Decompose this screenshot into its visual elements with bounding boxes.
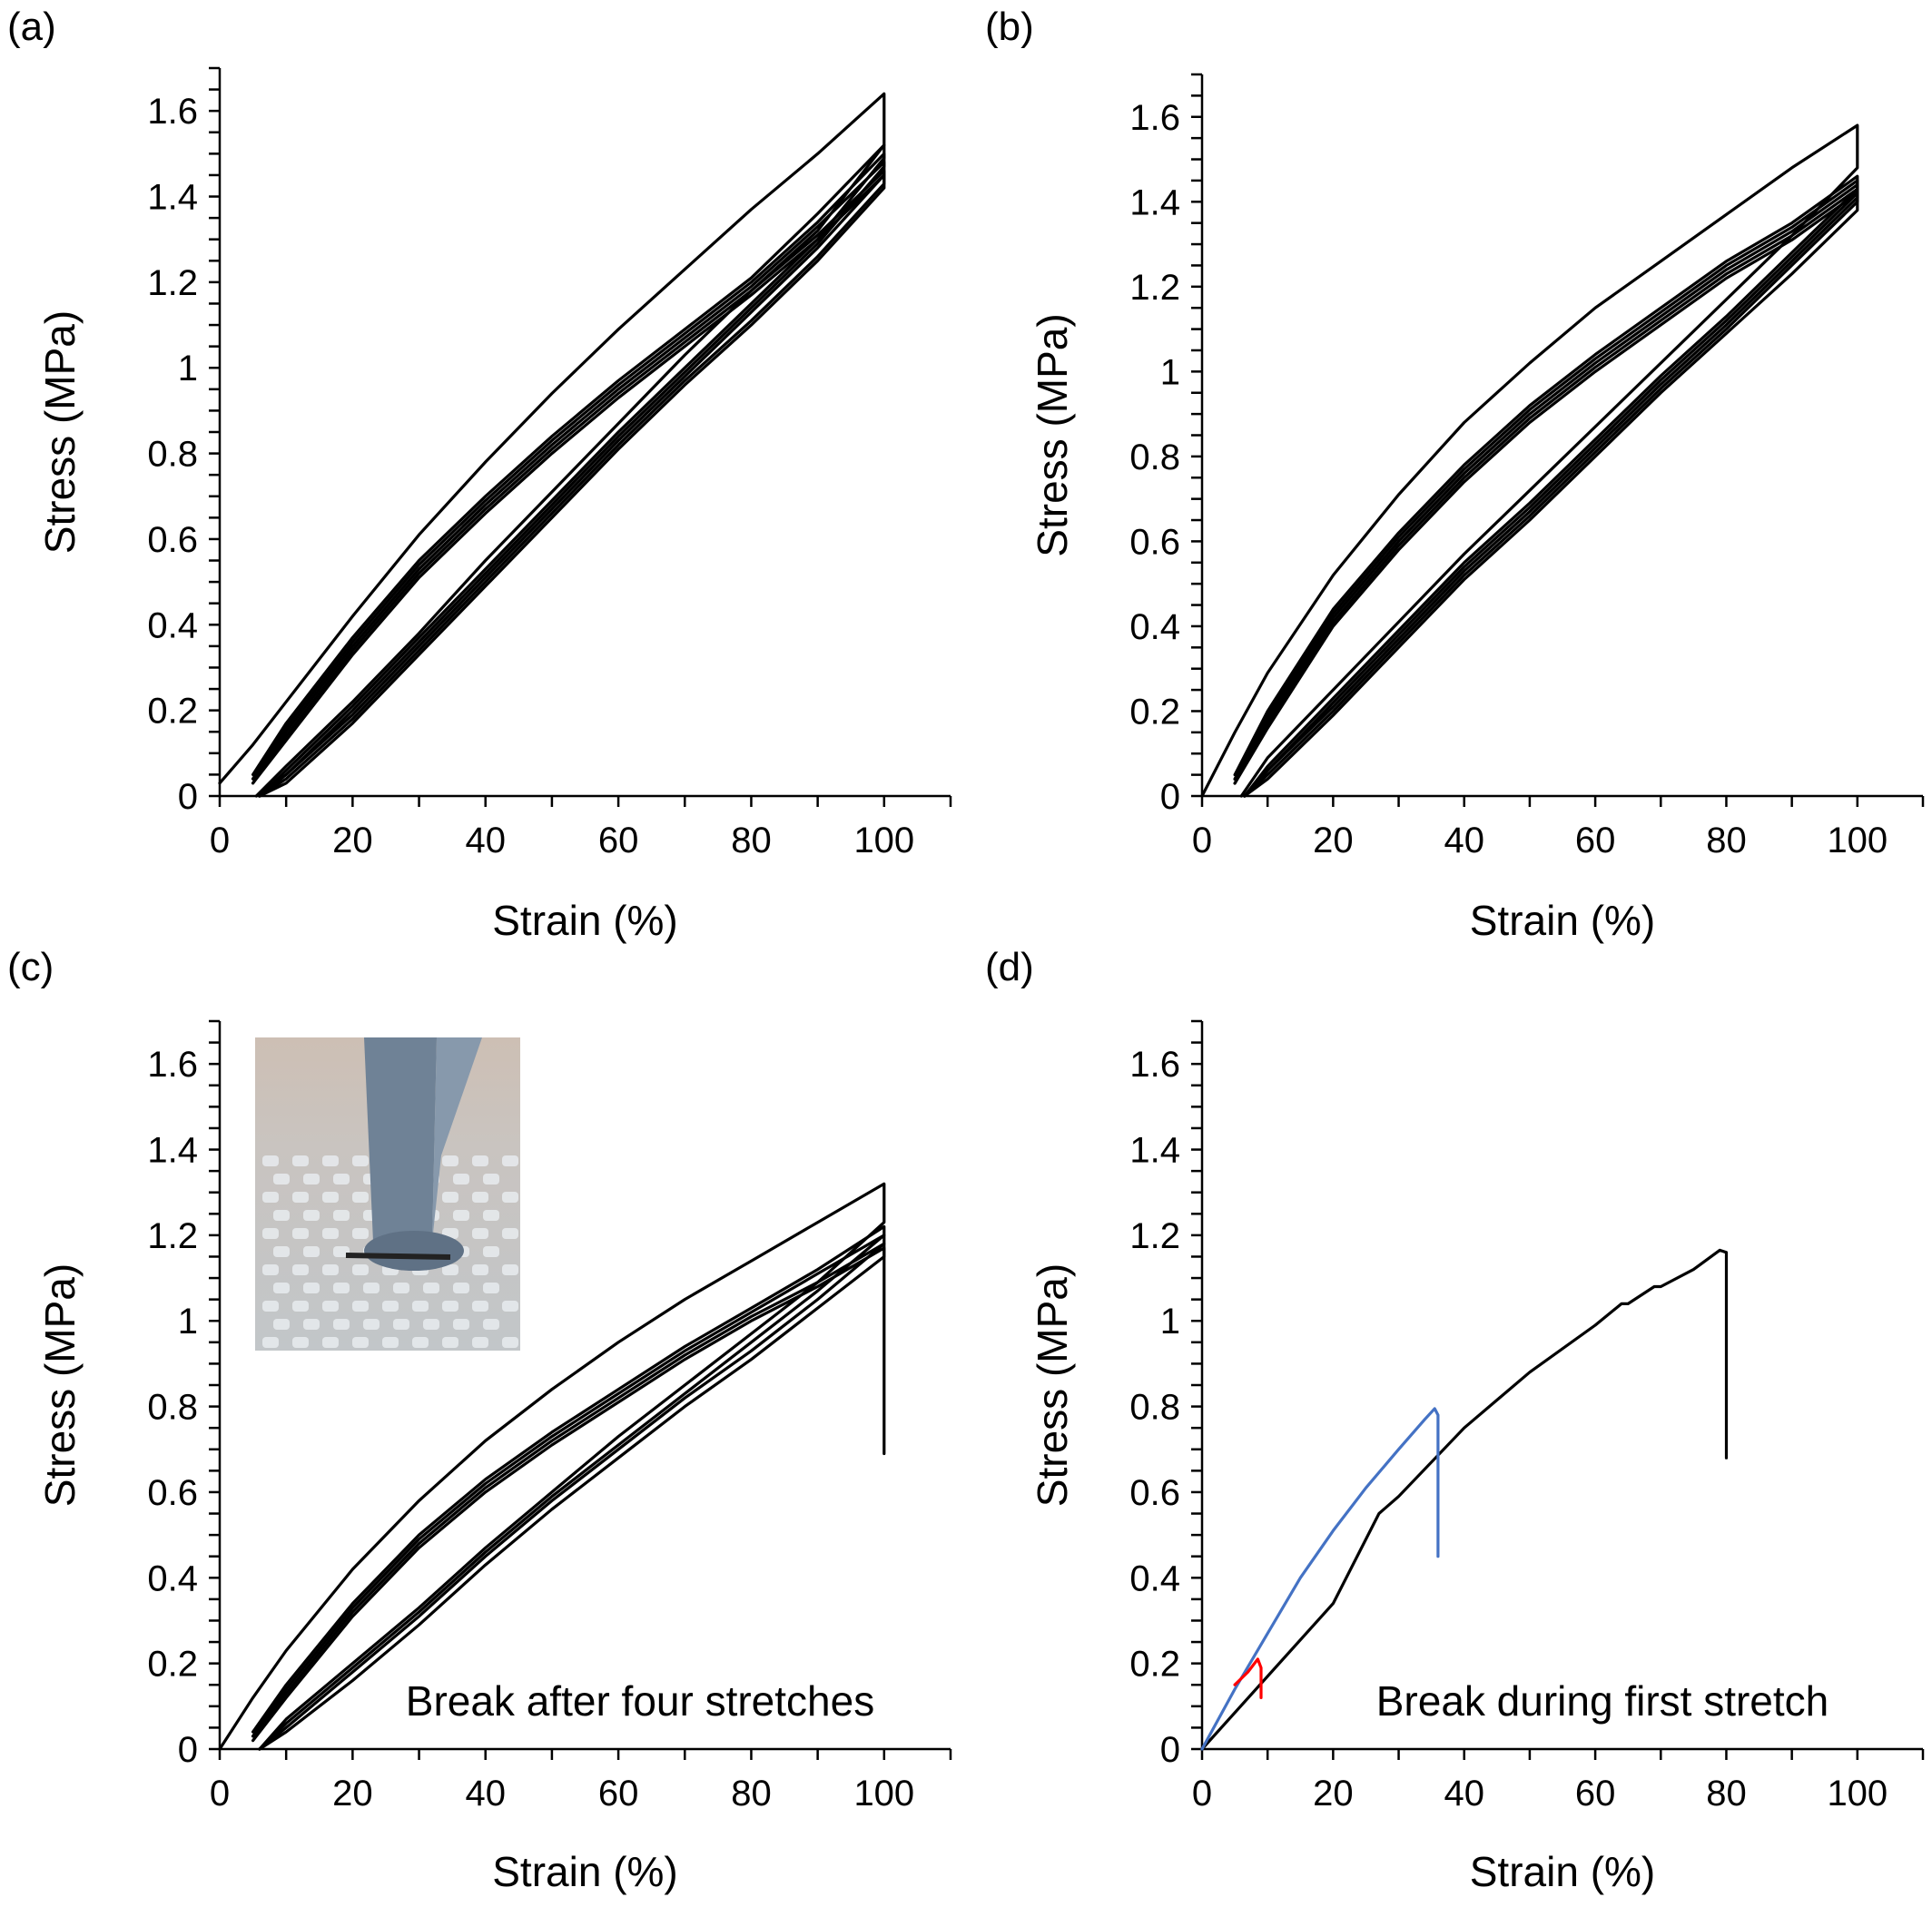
series-line-2 [1200, 1407, 1440, 1751]
series-line-6 [1233, 192, 1859, 798]
inset-photo [255, 1037, 520, 1351]
y-tick-label: 0.6 [1129, 1473, 1180, 1513]
series-line-1 [218, 92, 886, 798]
y-tick-label: 1.6 [147, 1045, 198, 1085]
y-tick-label: 0.8 [1129, 1388, 1180, 1428]
series-line-1 [218, 1182, 886, 1751]
y-tick-label: 0.2 [147, 692, 198, 732]
series-line-5 [251, 1246, 886, 1743]
y-tick-label: 1.2 [1129, 268, 1180, 308]
x-tick-label: 20 [332, 1774, 373, 1814]
y-tick-label: 1.2 [1129, 1216, 1180, 1256]
y-tick-label: 1.6 [1129, 1045, 1180, 1085]
panel-label: (a) [7, 5, 56, 49]
y-axis-title: Stress (MPa) [1029, 1263, 1076, 1507]
x-tick-label: 80 [731, 821, 772, 860]
chart-panel-d: (d) 0 0.2 0.4 0.6 0.8 1 1.2 1.4 1.6 0 20 40 60 80 100 St… [985, 945, 1925, 1895]
y-axis-title: Stress (MPa) [36, 310, 84, 554]
x-tick-label: 40 [465, 1774, 506, 1814]
chart-panel-a: (a) 0 0.2 0.4 0.6 0.8 1 1.2 1.4 1.6 0 20 40 60 80 100 St… [7, 5, 952, 944]
series-line-2 [251, 143, 886, 798]
panel-label: (c) [7, 945, 54, 989]
y-tick-label: 0 [178, 1730, 198, 1770]
series-line-3 [251, 1234, 886, 1751]
y-tick-label: 1.6 [147, 92, 198, 132]
annotation-text: Break after four stretches [406, 1677, 874, 1725]
x-axis-title: Strain (%) [1470, 897, 1655, 944]
x-tick-label: 20 [332, 821, 373, 860]
y-axis-title: Stress (MPa) [1029, 313, 1076, 556]
y-tick-label: 0.8 [147, 1388, 198, 1428]
y-tick-label: 1 [178, 349, 198, 388]
x-axis-title: Strain (%) [1470, 1848, 1655, 1895]
series-line-2 [251, 1224, 886, 1751]
x-axis-title: Strain (%) [492, 897, 677, 944]
y-tick-label: 0.8 [1129, 437, 1180, 477]
x-tick-label: 100 [853, 821, 914, 860]
series-line-6 [251, 173, 886, 798]
series-line-2 [1233, 174, 1859, 798]
y-tick-label: 0.4 [147, 1558, 198, 1598]
panel-label: (d) [985, 945, 1034, 989]
series-line-1 [1200, 123, 1859, 798]
series-line-3 [1233, 1657, 1263, 1699]
y-tick-label: 0 [1160, 777, 1180, 817]
x-tick-label: 0 [210, 821, 230, 860]
y-tick-label: 0.2 [1129, 692, 1180, 732]
y-tick-label: 0.6 [147, 1473, 198, 1513]
series-line-4 [251, 161, 886, 798]
y-tick-label: 0.4 [1129, 607, 1180, 647]
y-tick-label: 0.2 [1129, 1645, 1180, 1685]
x-tick-label: 20 [1313, 1774, 1354, 1814]
series-line-1 [1200, 1248, 1729, 1751]
x-tick-label: 40 [465, 821, 506, 860]
y-tick-label: 0.6 [147, 520, 198, 560]
series-line-3 [251, 152, 886, 798]
x-tick-label: 60 [598, 1774, 639, 1814]
x-tick-label: 100 [1827, 1774, 1888, 1814]
x-tick-label: 100 [853, 1774, 914, 1814]
y-tick-label: 1.2 [147, 263, 198, 303]
y-tick-label: 0 [1160, 1730, 1180, 1770]
y-tick-label: 0.2 [147, 1645, 198, 1685]
x-tick-label: 80 [731, 1774, 772, 1814]
x-tick-label: 60 [1575, 821, 1616, 860]
x-tick-label: 60 [1575, 1774, 1616, 1814]
annotation-text: Break during first stretch [1376, 1677, 1829, 1725]
y-tick-label: 1.2 [147, 1216, 198, 1256]
y-tick-label: 1 [178, 1302, 198, 1342]
x-axis-title: Strain (%) [492, 1848, 677, 1895]
y-tick-label: 1.4 [1129, 1131, 1180, 1171]
y-tick-label: 1.4 [147, 178, 198, 218]
x-tick-label: 60 [598, 821, 639, 860]
y-tick-label: 1 [1160, 1302, 1180, 1342]
y-tick-label: 1.6 [1129, 98, 1180, 138]
x-tick-label: 40 [1444, 821, 1484, 860]
y-tick-label: 0.4 [1129, 1558, 1180, 1598]
chart-panel-c: (c) 0 0.2 0.4 0.6 0.8 1 1.2 1.4 1.6 0 20 40 60 80 100 St… [7, 945, 952, 1895]
x-tick-label: 80 [1706, 1774, 1747, 1814]
y-tick-label: 1 [1160, 352, 1180, 392]
y-tick-label: 0.6 [1129, 522, 1180, 562]
y-axis-title: Stress (MPa) [36, 1263, 84, 1507]
x-tick-label: 100 [1827, 821, 1888, 860]
x-tick-label: 80 [1706, 821, 1747, 860]
x-tick-label: 0 [1192, 1774, 1212, 1814]
y-tick-label: 1.4 [1129, 182, 1180, 222]
panel-label: (b) [985, 5, 1034, 49]
x-tick-label: 0 [210, 1774, 230, 1814]
y-tick-label: 0 [178, 777, 198, 817]
y-tick-label: 0.8 [147, 435, 198, 475]
y-tick-label: 1.4 [147, 1131, 198, 1171]
x-tick-label: 0 [1192, 821, 1212, 860]
x-tick-label: 40 [1444, 1774, 1484, 1814]
chart-panel-b: (b) 0 0.2 0.4 0.6 0.8 1 1.2 1.4 1.6 0 20 40 60 80 100 St… [985, 5, 1925, 944]
x-tick-label: 20 [1313, 821, 1354, 860]
y-tick-label: 0.4 [147, 605, 198, 645]
